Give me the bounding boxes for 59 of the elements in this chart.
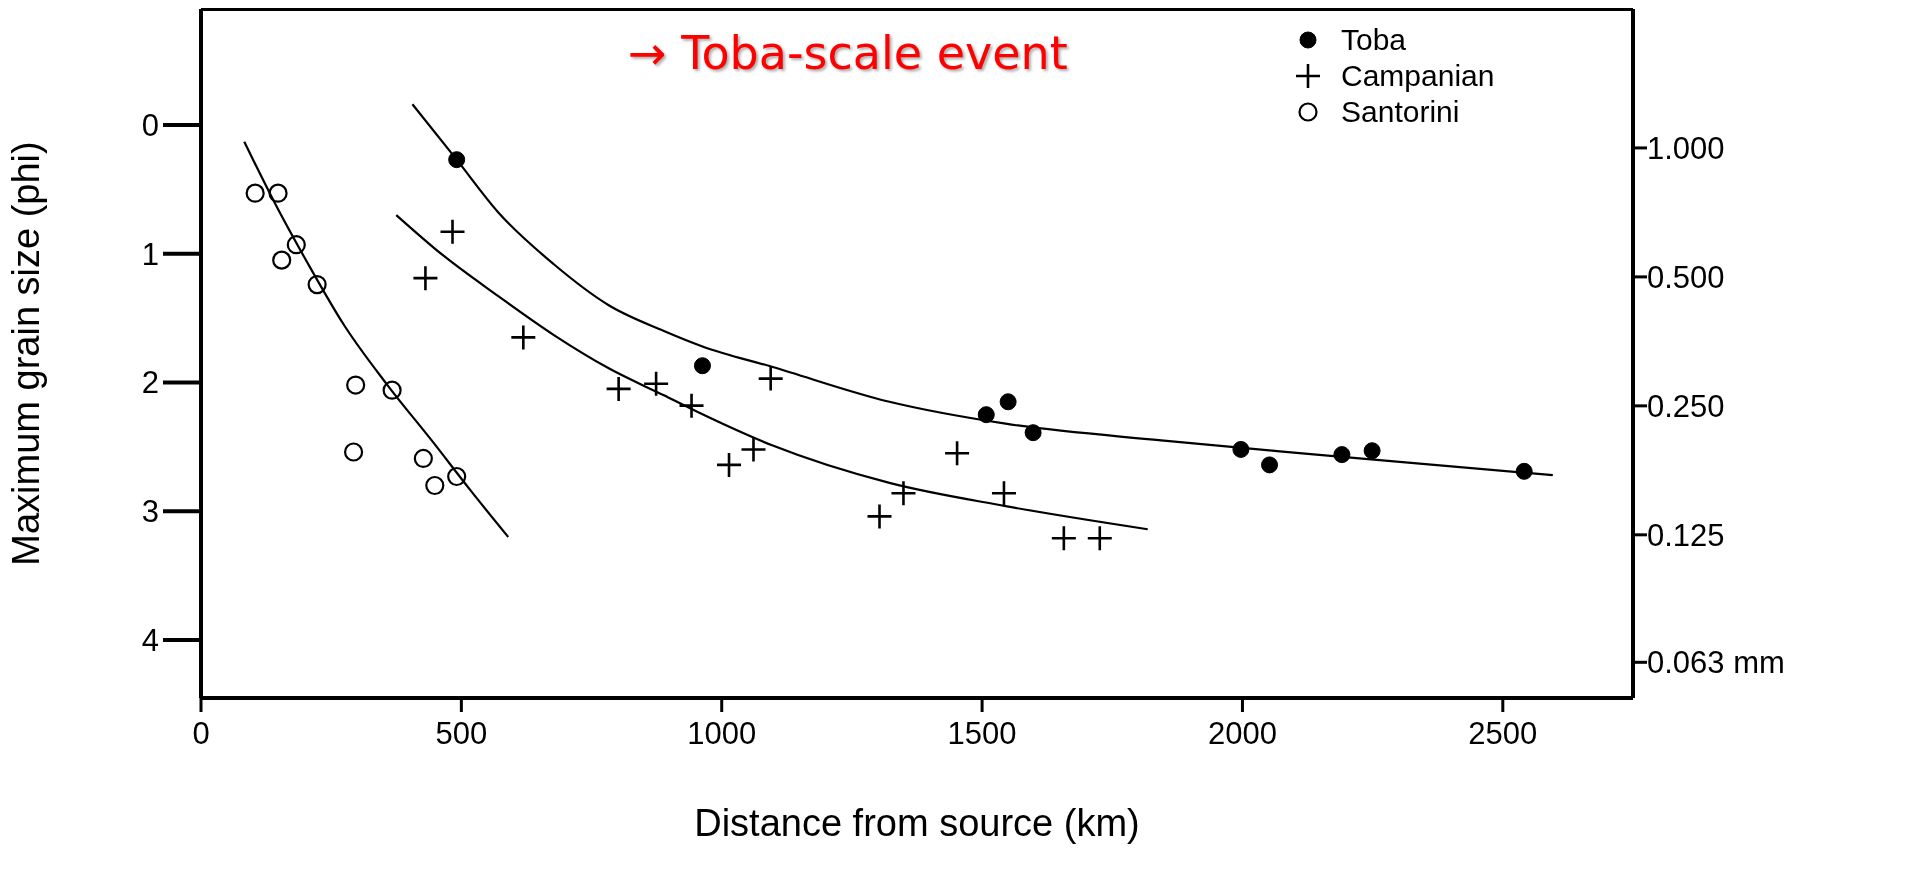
point [1515, 462, 1533, 480]
point [891, 481, 916, 506]
point [741, 437, 766, 462]
point [679, 393, 704, 418]
x-axis-title: Distance from source (km) [694, 802, 1140, 844]
y-axis-title: Maximum grain size (phi) [5, 141, 48, 566]
point [1232, 440, 1250, 458]
point [1363, 442, 1381, 460]
point [268, 183, 288, 203]
point [644, 371, 669, 396]
point [999, 393, 1017, 411]
point [1333, 446, 1351, 464]
y-tick-label: 4 [141, 623, 159, 659]
y-tick-label: 1 [141, 236, 159, 272]
point [606, 376, 631, 401]
legend-label: Toba [1341, 22, 1407, 58]
point [440, 219, 465, 244]
line-series [395, 213, 1149, 531]
point [1051, 526, 1076, 551]
y2-tick-label: 0.063 mm [1647, 645, 1785, 681]
legend-label: Campanian [1341, 58, 1495, 94]
point [307, 275, 327, 295]
y2-tick-label: 0.500 [1647, 259, 1725, 295]
point [1261, 456, 1279, 474]
line-series [243, 140, 510, 539]
x-tick-label: 2500 [1468, 716, 1538, 752]
point [447, 466, 467, 487]
point [991, 481, 1016, 506]
point [1024, 424, 1042, 442]
x-tick-label: 500 [435, 716, 488, 752]
point [867, 504, 892, 529]
annotation: → Toba-scale event [628, 26, 1068, 80]
point [346, 375, 366, 395]
point [382, 380, 402, 400]
point [693, 357, 711, 375]
x-tick-label: 1000 [687, 716, 757, 752]
point [245, 183, 265, 203]
point [1087, 526, 1112, 551]
y-tick-label: 0 [141, 107, 159, 143]
point [977, 406, 995, 424]
point [511, 325, 536, 350]
legend-label: Santorini [1341, 94, 1460, 130]
x-tick-label: 2000 [1207, 716, 1277, 752]
y2-tick-label: 0.125 [1647, 517, 1725, 553]
point [425, 475, 445, 496]
y2-tick-label: 1.000 [1647, 130, 1725, 166]
point [448, 151, 466, 169]
y-tick-label: 2 [141, 365, 159, 401]
point [272, 250, 292, 270]
point [286, 235, 306, 255]
point [758, 366, 783, 391]
x-tick-label: 1500 [947, 716, 1017, 752]
x-tick-label: 0 [192, 716, 210, 752]
point [945, 441, 970, 466]
point [413, 448, 433, 469]
y-tick-label: 3 [141, 494, 159, 530]
point [413, 266, 438, 291]
point [343, 442, 364, 462]
y2-tick-label: 0.250 [1647, 388, 1725, 424]
